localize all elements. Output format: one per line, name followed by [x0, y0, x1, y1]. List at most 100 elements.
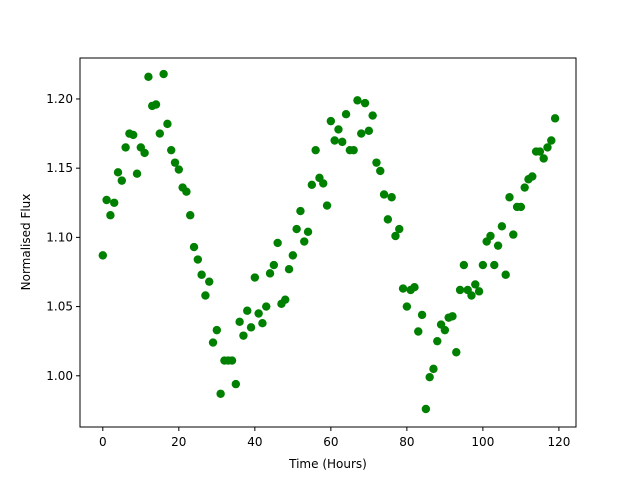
- point: [474, 287, 484, 296]
- point: [273, 238, 282, 248]
- point: [516, 202, 526, 212]
- point: [452, 348, 461, 357]
- point: [372, 158, 381, 167]
- point: [357, 129, 366, 138]
- point: [212, 325, 222, 335]
- point: [501, 270, 510, 279]
- point: [189, 242, 199, 252]
- point: [391, 231, 400, 241]
- point: [140, 148, 149, 158]
- y-tick-label: 1.15: [46, 161, 73, 175]
- point: [543, 143, 552, 152]
- point: [262, 302, 271, 311]
- y-axis-label: Normalised Flux: [19, 194, 33, 291]
- point: [216, 389, 225, 398]
- point: [269, 260, 279, 270]
- point: [311, 145, 320, 155]
- point: [364, 126, 374, 136]
- point: [151, 100, 161, 109]
- point: [110, 198, 119, 207]
- point: [486, 231, 495, 241]
- point: [113, 168, 123, 177]
- point: [448, 312, 457, 321]
- point: [129, 130, 138, 140]
- point: [387, 193, 396, 202]
- point: [376, 166, 385, 176]
- point: [254, 309, 263, 318]
- point: [490, 260, 499, 270]
- point: [117, 176, 127, 185]
- point: [497, 222, 507, 231]
- point: [303, 227, 313, 237]
- point: [550, 114, 560, 123]
- point: [528, 172, 537, 181]
- point: [402, 302, 412, 311]
- point: [493, 241, 503, 250]
- point: [368, 111, 377, 120]
- point: [467, 291, 476, 300]
- point: [509, 230, 518, 239]
- point: [379, 190, 389, 199]
- point: [547, 136, 556, 145]
- point: [235, 317, 244, 327]
- point: [296, 206, 305, 216]
- point: [102, 195, 111, 205]
- point: [307, 180, 317, 189]
- point: [174, 165, 184, 174]
- point: [201, 291, 210, 300]
- point: [360, 98, 370, 108]
- point: [539, 154, 548, 163]
- point: [395, 224, 404, 234]
- point: [163, 119, 172, 129]
- point: [455, 285, 465, 295]
- point: [471, 280, 480, 289]
- x-tick-label: 80: [399, 435, 414, 449]
- point: [197, 270, 206, 279]
- point: [421, 404, 431, 414]
- x-axis-label: Time (Hours): [288, 457, 367, 471]
- point: [98, 251, 108, 260]
- point: [292, 224, 301, 234]
- x-tick-label: 100: [471, 435, 494, 449]
- point: [205, 277, 214, 286]
- y-tick-label: 1.20: [46, 92, 73, 106]
- point: [239, 331, 248, 340]
- point: [478, 260, 488, 270]
- point: [132, 169, 142, 178]
- point: [300, 237, 309, 246]
- point: [319, 179, 328, 188]
- x-tick-label: 120: [547, 435, 570, 449]
- point: [186, 211, 195, 220]
- point: [433, 336, 442, 346]
- point: [429, 364, 438, 374]
- point: [208, 338, 218, 347]
- point: [288, 251, 298, 260]
- point: [330, 136, 339, 145]
- point: [159, 69, 168, 79]
- y-tick-label: 1.05: [46, 300, 73, 314]
- point: [322, 201, 332, 210]
- point: [243, 306, 252, 315]
- point: [193, 255, 203, 264]
- point: [338, 137, 347, 147]
- point: [459, 260, 469, 270]
- point: [383, 215, 393, 224]
- point: [349, 145, 358, 155]
- point: [520, 183, 529, 192]
- x-tick-label: 60: [323, 435, 338, 449]
- y-tick-label: 1.00: [46, 369, 73, 383]
- point: [505, 193, 514, 202]
- point: [155, 129, 165, 138]
- point: [417, 310, 427, 320]
- x-tick-label: 40: [247, 435, 262, 449]
- point: [167, 145, 176, 155]
- point: [410, 283, 419, 292]
- point: [440, 325, 450, 335]
- point: [398, 284, 408, 293]
- point: [414, 327, 423, 336]
- point: [341, 109, 351, 119]
- point: [281, 295, 290, 304]
- point: [231, 379, 241, 389]
- point: [284, 265, 294, 274]
